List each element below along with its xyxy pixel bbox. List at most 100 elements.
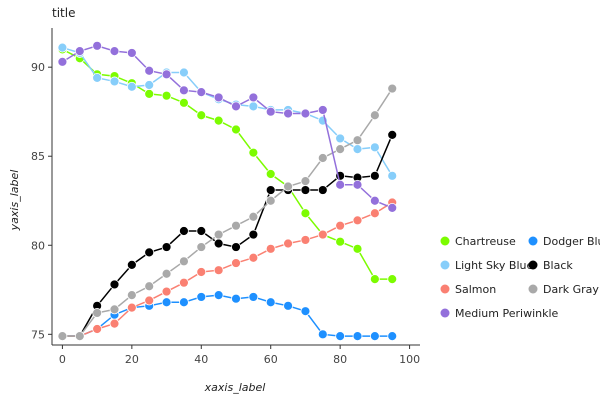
data-point-dodger-blue <box>161 297 172 308</box>
data-point-salmon <box>352 215 363 226</box>
data-point-black <box>387 129 398 140</box>
data-point-medium-periwinkle <box>369 195 380 206</box>
data-point-medium-periwinkle <box>74 46 85 57</box>
data-point-salmon <box>335 220 346 231</box>
plot-area <box>57 40 398 341</box>
data-point-medium-periwinkle <box>144 65 155 76</box>
data-point-dark-gray <box>283 181 293 192</box>
data-point-black <box>248 229 259 240</box>
data-point-salmon <box>265 243 276 254</box>
data-point-medium-periwinkle <box>109 46 120 57</box>
data-point-black <box>317 185 328 195</box>
data-point-salmon <box>300 235 311 245</box>
series-line-light-sky-blue <box>62 46 393 177</box>
data-point-dark-gray <box>335 144 346 155</box>
data-point-black <box>300 185 311 195</box>
legend-marker <box>528 284 538 294</box>
y-axis-label: yaxis_label <box>8 170 21 232</box>
x-tick-label: 0 <box>59 353 66 366</box>
data-point-medium-periwinkle <box>283 108 293 119</box>
data-point-dodger-blue <box>369 331 380 341</box>
data-point-light-sky-blue <box>248 101 259 112</box>
y-tick-label: 75 <box>31 328 45 341</box>
data-point-chartreuse <box>352 243 363 254</box>
data-point-dodger-blue <box>213 290 224 301</box>
series-light-sky-blue <box>57 42 398 181</box>
data-point-dodger-blue <box>196 292 207 302</box>
data-point-dark-gray <box>126 290 137 301</box>
data-point-medium-periwinkle <box>213 92 224 103</box>
legend-label: Medium Periwinkle <box>455 307 559 320</box>
x-tick-label: 20 <box>125 353 139 366</box>
data-point-dodger-blue <box>231 293 241 304</box>
data-point-medium-periwinkle <box>387 202 398 213</box>
data-point-salmon <box>144 295 155 306</box>
series-dodger-blue <box>57 290 398 341</box>
legend-item-medium-periwinkle: Medium Periwinkle <box>440 307 559 320</box>
x-axis-label: xaxis_label <box>204 381 266 394</box>
data-point-light-sky-blue <box>57 42 68 53</box>
data-point-salmon <box>213 265 224 276</box>
data-point-dodger-blue <box>179 297 189 308</box>
data-point-dark-gray <box>387 83 398 94</box>
data-point-dark-gray <box>248 211 259 222</box>
x-tick-label: 100 <box>399 353 420 366</box>
data-point-black <box>161 242 172 252</box>
data-point-salmon <box>179 277 189 288</box>
data-point-dodger-blue <box>317 329 328 340</box>
data-point-chartreuse <box>335 236 346 247</box>
data-point-black <box>126 259 137 270</box>
data-point-dark-gray <box>369 110 380 121</box>
x-ticks: 0 20 40 60 80 100 <box>59 345 420 366</box>
data-point-chartreuse <box>300 208 311 219</box>
data-point-dodger-blue <box>387 331 398 341</box>
data-point-dark-gray <box>144 281 155 292</box>
data-point-chartreuse <box>369 274 380 285</box>
legend-label: Salmon <box>455 283 496 296</box>
legend-marker <box>440 260 450 270</box>
data-point-black <box>196 226 207 236</box>
data-point-dark-gray <box>92 308 103 318</box>
data-point-salmon <box>369 208 380 219</box>
data-point-salmon <box>231 258 241 268</box>
data-point-black <box>265 185 276 195</box>
data-point-dark-gray <box>317 153 328 163</box>
data-point-medium-periwinkle <box>92 40 103 51</box>
data-point-chartreuse <box>387 274 398 285</box>
data-point-light-sky-blue <box>109 76 120 87</box>
data-point-dark-gray <box>231 220 241 231</box>
legend-marker <box>528 260 538 270</box>
data-point-chartreuse <box>248 147 259 158</box>
data-point-dark-gray <box>213 229 224 240</box>
data-point-salmon <box>196 267 207 277</box>
x-tick-label: 60 <box>264 353 278 366</box>
data-point-light-sky-blue <box>179 67 189 78</box>
y-tick-label: 80 <box>31 239 45 252</box>
data-point-light-sky-blue <box>144 80 155 90</box>
series-medium-periwinkle <box>57 40 398 213</box>
data-point-dark-gray <box>196 242 207 252</box>
legend: Chartreuse Dodger Blue Light Sky Blue Black… <box>440 235 600 320</box>
data-point-black <box>369 170 380 181</box>
legend-marker <box>440 308 450 318</box>
data-point-black <box>213 238 224 249</box>
data-point-dark-gray <box>179 256 189 267</box>
legend-item-salmon: Salmon <box>440 283 496 296</box>
data-point-light-sky-blue <box>126 81 137 92</box>
legend-label: Dodger Blue <box>543 235 600 248</box>
legend-label: Light Sky Blue <box>455 259 533 272</box>
legend-marker <box>440 284 450 294</box>
data-point-salmon <box>92 324 103 334</box>
data-point-medium-periwinkle <box>335 179 346 190</box>
series-dark-gray <box>57 83 398 341</box>
data-point-salmon <box>126 302 137 313</box>
data-point-medium-periwinkle <box>161 69 172 80</box>
x-tick-label: 40 <box>194 353 208 366</box>
data-point-dark-gray <box>109 304 120 315</box>
data-point-black <box>144 247 155 258</box>
data-point-dark-gray <box>74 331 85 341</box>
chart-title: title <box>52 6 75 20</box>
data-point-dark-gray <box>352 135 363 146</box>
legend-label: Dark Gray <box>543 283 599 296</box>
legend-marker <box>528 236 538 246</box>
